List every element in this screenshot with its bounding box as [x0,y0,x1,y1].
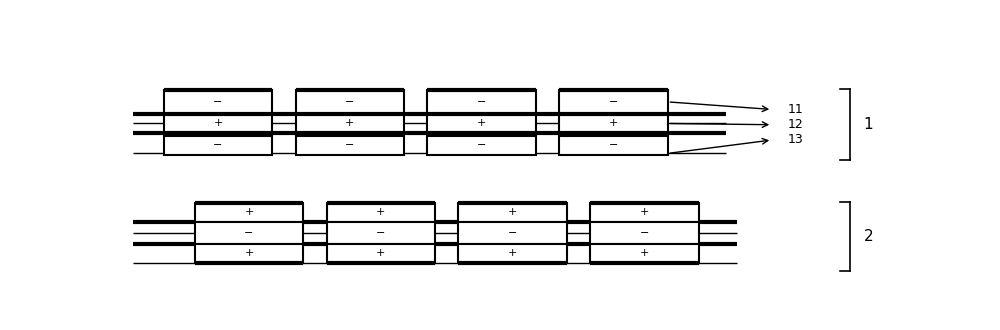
Bar [559,90,668,114]
Text: −: − [213,140,223,150]
Text: −: − [213,97,223,107]
Bar [590,244,698,263]
Text: +: + [640,207,649,217]
Bar [164,136,272,154]
Text: +: + [213,118,223,128]
Bar [559,114,668,133]
Bar [590,203,698,222]
Bar [195,244,303,263]
Bar [590,222,698,244]
Bar [195,222,303,244]
Text: +: + [640,248,649,258]
Bar [326,203,435,222]
Bar [427,114,536,133]
Text: −: − [345,97,354,107]
Text: +: + [345,118,354,128]
Text: +: + [508,248,517,258]
Text: +: + [477,118,486,128]
Text: 12: 12 [788,118,803,131]
Text: +: + [244,207,254,217]
Text: −: − [609,97,618,107]
Bar [195,203,303,222]
Bar [427,136,536,154]
Text: −: − [376,228,385,238]
Text: −: − [508,228,517,238]
Bar [427,90,536,114]
Bar [458,244,567,263]
Text: +: + [244,248,254,258]
Text: −: − [609,140,618,150]
Text: −: − [477,97,486,107]
Bar [559,136,668,154]
Bar [326,222,435,244]
Bar [326,244,435,263]
Text: +: + [508,207,517,217]
Bar [296,114,404,133]
Text: −: − [345,140,354,150]
Bar [296,90,404,114]
Text: −: − [640,228,649,238]
Text: −: − [244,228,254,238]
Text: 13: 13 [788,133,803,147]
Bar [458,203,567,222]
Text: −: − [477,140,486,150]
Bar [164,90,272,114]
Bar [458,222,567,244]
Text: 11: 11 [788,103,803,116]
Text: 1: 1 [864,117,873,132]
Text: +: + [609,118,618,128]
Bar [164,114,272,133]
Text: +: + [376,207,385,217]
Bar [296,136,404,154]
Text: +: + [376,248,385,258]
Text: 2: 2 [864,229,873,244]
